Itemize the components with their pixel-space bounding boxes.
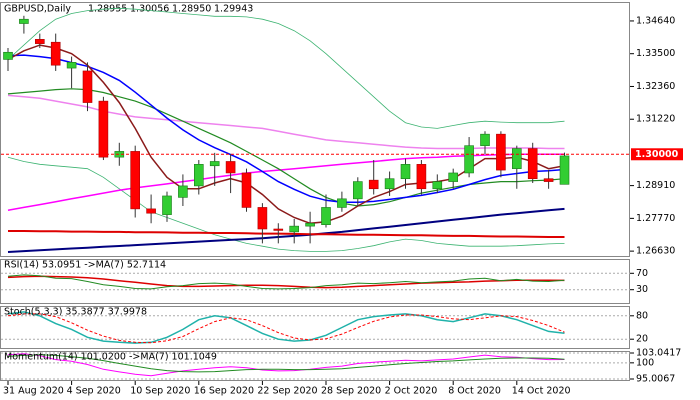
indicator-title: RSI(14) 53.0951 ->MA(7) 52.7114 (4, 260, 166, 271)
moving-average (7, 7, 565, 129)
moving-average (7, 207, 565, 253)
candle-body (321, 207, 331, 225)
y-tick-label: 20 (636, 334, 648, 345)
price-label-box (631, 148, 683, 161)
candle-body (66, 62, 77, 69)
y-tick-label: 1.31220 (636, 114, 675, 125)
x-tick-label: 22 Sep 2020 (257, 386, 317, 397)
candle-body (289, 225, 300, 233)
candle-body (178, 185, 188, 198)
candle-body (400, 164, 411, 180)
indicator-line (7, 313, 565, 344)
y-tick-label: 30 (636, 284, 648, 295)
moving-average (7, 54, 565, 204)
candle-body (273, 228, 284, 231)
x-tick-label: 31 Aug 2020 (3, 386, 64, 397)
ohlc-value: 1.30056 (130, 4, 169, 15)
candle-body (3, 51, 13, 60)
y-tick-label: 1.33500 (636, 48, 675, 59)
y-tick-label: 1.34640 (636, 15, 675, 26)
indicator-title: Momentum(14) 101.0200 ->MA(7) 101.1049 (4, 352, 217, 363)
y-tick-label: 70 (636, 268, 648, 279)
y-tick-label: 103.0417 (636, 348, 681, 359)
candle-body (352, 181, 363, 200)
main-panel-frame (0, 2, 630, 257)
candle-body (130, 151, 140, 210)
stoch-panel-frame (0, 306, 630, 349)
y-tick-label: 1.27770 (636, 213, 675, 224)
y-tick-label: 1.28910 (636, 180, 675, 191)
candle-body (241, 172, 252, 208)
candle-body (368, 179, 379, 190)
rsi-panel-frame (0, 259, 630, 304)
candle-body (416, 164, 427, 190)
candle-body (146, 208, 156, 214)
y-tick-label: 95.0067 (636, 374, 675, 385)
x-tick-label: 14 Oct 2020 (512, 386, 571, 397)
candle-body (496, 133, 506, 171)
x-tick-label: 8 Oct 2020 (448, 386, 501, 397)
candle-body (384, 178, 395, 190)
y-tick-label: 100 (636, 357, 654, 368)
indicator-line (7, 354, 565, 373)
candle-body (50, 41, 61, 66)
indicator-line (7, 275, 565, 289)
indicator-line (7, 311, 565, 344)
candle-body (98, 100, 109, 158)
price-label: 1.30000 (635, 149, 679, 160)
indicator-line (7, 274, 565, 290)
candle-body (543, 178, 554, 182)
candle-body (19, 18, 29, 24)
candle-body (82, 70, 93, 103)
x-tick-label: 28 Sep 2020 (321, 386, 381, 397)
ohlc-value: 1.29943 (214, 4, 253, 15)
moving-average (7, 156, 565, 252)
candle-body (34, 39, 45, 44)
candle-body (225, 161, 236, 174)
x-tick-label: 2 Oct 2020 (385, 386, 438, 397)
candle-body (337, 198, 347, 208)
candle-body (305, 222, 315, 227)
y-tick-label: 1.32360 (636, 81, 675, 92)
candle-body (464, 145, 474, 174)
y-tick-label: 1.26630 (636, 246, 675, 257)
candle-body (257, 207, 268, 230)
candle-body (209, 161, 220, 167)
moving-average (8, 230, 565, 238)
momentum-panel-frame (0, 351, 630, 381)
x-tick-label: 10 Sep 2020 (130, 386, 190, 397)
x-tick-label: 16 Sep 2020 (194, 386, 254, 397)
candle-body (511, 148, 522, 169)
x-tick-label: 4 Sep 2020 (67, 386, 121, 397)
candle-body (480, 133, 490, 146)
indicator-title: Stoch(5,3,3) 35.3877 37.9978 (4, 307, 147, 318)
candle-body (194, 164, 204, 187)
candle-body (432, 181, 443, 190)
candle-body (559, 155, 570, 185)
candle-body (527, 148, 538, 180)
candle-body (162, 195, 172, 215)
candle-body (448, 172, 459, 182)
symbol-title: GBPUSD,Daily (4, 4, 71, 15)
ohlc-value: 1.28950 (172, 4, 211, 15)
indicator-line (7, 353, 565, 377)
y-tick-label: 80 (636, 310, 648, 321)
